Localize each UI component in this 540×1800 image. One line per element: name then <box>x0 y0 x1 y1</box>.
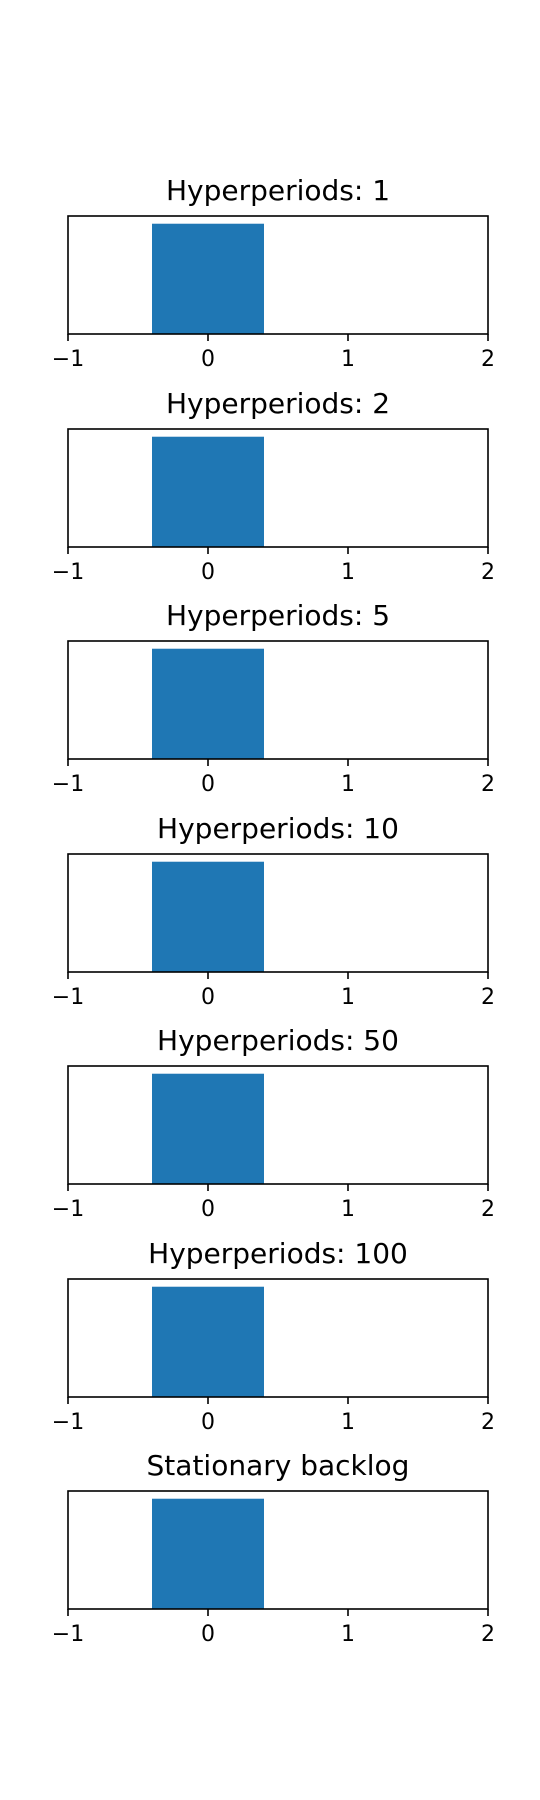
x-tick-label: 1 <box>341 1197 355 1222</box>
bar <box>152 1498 264 1609</box>
x-tick-label: 2 <box>481 985 495 1010</box>
x-tick-label: 0 <box>201 985 215 1010</box>
subplot-title: Hyperperiods: 5 <box>166 599 390 632</box>
x-tick-label: 0 <box>201 1410 215 1435</box>
x-tick-label: 0 <box>201 560 215 585</box>
x-tick-label: −1 <box>52 1622 84 1647</box>
x-tick-label: 2 <box>481 560 495 585</box>
subplot-title: Hyperperiods: 100 <box>148 1237 408 1270</box>
x-tick-label: −1 <box>52 985 84 1010</box>
bar <box>152 648 264 759</box>
x-tick-label: −1 <box>52 1197 84 1222</box>
x-tick-label: 1 <box>341 772 355 797</box>
axes-frame <box>67 1065 489 1185</box>
subplot-5: Hyperperiods: 50 −1 0 1 2 <box>52 1024 495 1222</box>
x-tick-label: −1 <box>52 560 84 585</box>
bar <box>152 1286 264 1397</box>
subplot-7: Stationary backlog −1 0 1 2 <box>52 1449 495 1647</box>
x-tick-label: 2 <box>481 1197 495 1222</box>
subplot-title: Hyperperiods: 2 <box>166 387 390 420</box>
axes-frame <box>67 853 489 973</box>
subplot-title: Hyperperiods: 10 <box>157 812 399 845</box>
x-tick-label: 2 <box>481 1410 495 1435</box>
x-tick-label: 1 <box>341 560 355 585</box>
subplot-2: Hyperperiods: 2 −1 0 1 2 <box>52 387 495 585</box>
subplot-3: Hyperperiods: 5 −1 0 1 2 <box>52 599 495 797</box>
x-tick-label: 0 <box>201 347 215 372</box>
subplot-1: Hyperperiods: 1 −1 0 1 2 <box>52 174 495 372</box>
x-tick-label: 0 <box>201 1622 215 1647</box>
bar <box>152 436 264 547</box>
subplot-6: Hyperperiods: 100 −1 0 1 2 <box>52 1237 495 1435</box>
x-tick-label: −1 <box>52 772 84 797</box>
x-tick-label: 0 <box>201 1197 215 1222</box>
axes-frame <box>67 428 489 548</box>
axes-frame <box>67 640 489 760</box>
x-tick-label: 2 <box>481 347 495 372</box>
x-tick-label: 1 <box>341 1622 355 1647</box>
x-tick-label: −1 <box>52 1410 84 1435</box>
x-tick-label: 1 <box>341 985 355 1010</box>
x-tick-label: 1 <box>341 1410 355 1435</box>
x-tick-label: 1 <box>341 347 355 372</box>
x-tick-label: 2 <box>481 1622 495 1647</box>
axes-frame <box>67 1278 489 1398</box>
bar <box>152 223 264 334</box>
x-tick-label: 2 <box>481 772 495 797</box>
bar <box>152 1073 264 1184</box>
subplot-title: Hyperperiods: 1 <box>166 174 390 207</box>
subplot-title: Hyperperiods: 50 <box>157 1024 399 1057</box>
subplot-title: Stationary backlog <box>147 1449 410 1482</box>
bar <box>152 861 264 972</box>
x-tick-label: 0 <box>201 772 215 797</box>
axes-frame <box>67 215 489 335</box>
x-tick-label: −1 <box>52 347 84 372</box>
subplot-4: Hyperperiods: 10 −1 0 1 2 <box>52 812 495 1010</box>
axes-frame <box>67 1490 489 1610</box>
